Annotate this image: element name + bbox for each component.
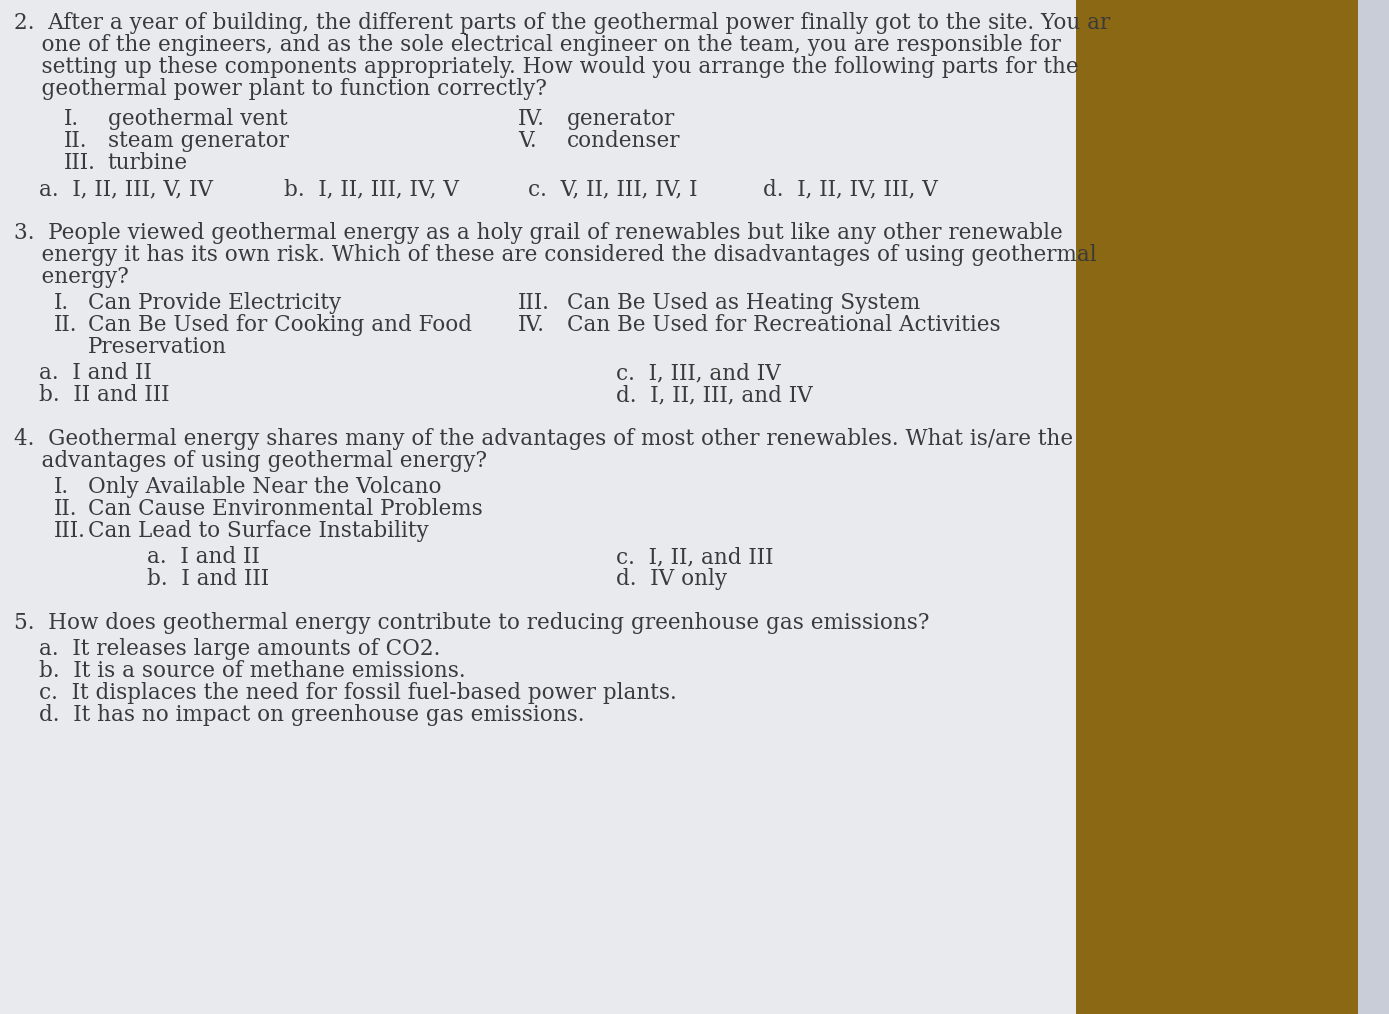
Text: c.  It displaces the need for fossil fuel-based power plants.: c. It displaces the need for fossil fuel… <box>39 682 676 704</box>
Text: d.  It has no impact on greenhouse gas emissions.: d. It has no impact on greenhouse gas em… <box>39 704 585 726</box>
Text: Can Be Used as Heating System: Can Be Used as Heating System <box>567 292 921 314</box>
Text: geothermal power plant to function correctly?: geothermal power plant to function corre… <box>14 78 546 100</box>
Text: d.  IV only: d. IV only <box>617 568 728 590</box>
Text: a.  I and II: a. I and II <box>147 546 260 568</box>
Text: one of the engineers, and as the sole electrical engineer on the team, you are r: one of the engineers, and as the sole el… <box>14 34 1061 56</box>
Text: III.: III. <box>518 292 550 314</box>
Text: III.: III. <box>54 520 86 542</box>
Text: Only Available Near the Volcano: Only Available Near the Volcano <box>88 476 442 498</box>
Text: II.: II. <box>64 130 88 152</box>
Text: Can Cause Environmental Problems: Can Cause Environmental Problems <box>88 498 483 520</box>
Text: 4.  Geothermal energy shares many of the advantages of most other renewables. Wh: 4. Geothermal energy shares many of the … <box>14 428 1072 450</box>
Text: b.  I, II, III, IV, V: b. I, II, III, IV, V <box>283 178 458 200</box>
Text: steam generator: steam generator <box>107 130 289 152</box>
Text: generator: generator <box>567 108 675 130</box>
Text: turbine: turbine <box>107 152 188 174</box>
Text: b.  It is a source of methane emissions.: b. It is a source of methane emissions. <box>39 660 465 682</box>
Text: geothermal vent: geothermal vent <box>107 108 288 130</box>
Text: energy it has its own risk. Which of these are considered the disadvantages of u: energy it has its own risk. Which of the… <box>14 244 1096 266</box>
Text: 5.  How does geothermal energy contribute to reducing greenhouse gas emissions?: 5. How does geothermal energy contribute… <box>14 612 929 634</box>
Text: b.  II and III: b. II and III <box>39 384 169 406</box>
Text: 3.  People viewed geothermal energy as a holy grail of renewables but like any o: 3. People viewed geothermal energy as a … <box>14 222 1063 244</box>
Text: I.: I. <box>54 476 69 498</box>
Text: I.: I. <box>64 108 79 130</box>
Text: IV.: IV. <box>518 108 546 130</box>
Text: energy?: energy? <box>14 266 128 288</box>
Text: d.  I, II, III, and IV: d. I, II, III, and IV <box>617 384 813 406</box>
Text: Can Be Used for Recreational Activities: Can Be Used for Recreational Activities <box>567 314 1001 336</box>
Text: Preservation: Preservation <box>88 336 226 358</box>
Bar <box>0 0 1075 1014</box>
Text: d.  I, II, IV, III, V: d. I, II, IV, III, V <box>763 178 938 200</box>
Text: Can Be Used for Cooking and Food: Can Be Used for Cooking and Food <box>88 314 472 336</box>
Bar <box>1075 0 1358 1014</box>
Text: b.  I and III: b. I and III <box>147 568 269 590</box>
Text: V.: V. <box>518 130 538 152</box>
Text: c.  I, III, and IV: c. I, III, and IV <box>617 362 781 384</box>
Text: II.: II. <box>54 314 78 336</box>
Text: c.  I, II, and III: c. I, II, and III <box>617 546 774 568</box>
Text: setting up these components appropriately. How would you arrange the following p: setting up these components appropriatel… <box>14 56 1078 78</box>
Text: III.: III. <box>64 152 96 174</box>
Text: II.: II. <box>54 498 78 520</box>
Text: a.  It releases large amounts of CO2.: a. It releases large amounts of CO2. <box>39 638 440 660</box>
Text: c.  V, II, III, IV, I: c. V, II, III, IV, I <box>528 178 697 200</box>
Text: advantages of using geothermal energy?: advantages of using geothermal energy? <box>14 450 486 472</box>
Text: 2.  After a year of building, the different parts of the geothermal power finall: 2. After a year of building, the differe… <box>14 12 1110 34</box>
Text: I.: I. <box>54 292 69 314</box>
Text: a.  I, II, III, V, IV: a. I, II, III, V, IV <box>39 178 213 200</box>
Text: Can Lead to Surface Instability: Can Lead to Surface Instability <box>88 520 429 542</box>
Text: a.  I and II: a. I and II <box>39 362 151 384</box>
Text: IV.: IV. <box>518 314 546 336</box>
Text: Can Provide Electricity: Can Provide Electricity <box>88 292 342 314</box>
Text: condenser: condenser <box>567 130 681 152</box>
